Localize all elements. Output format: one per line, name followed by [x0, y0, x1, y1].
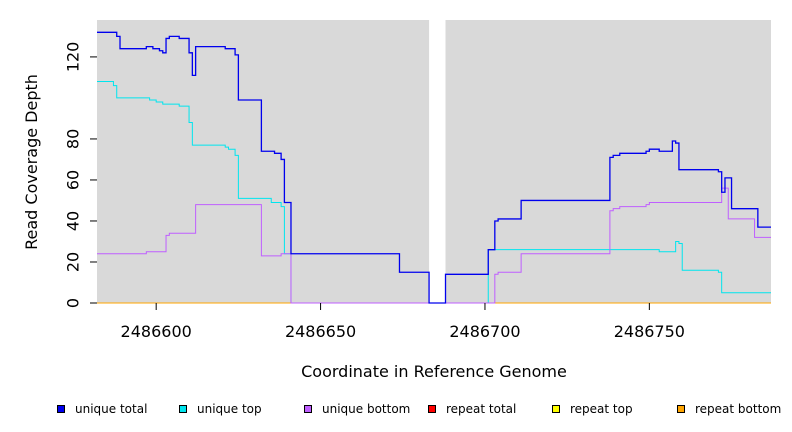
- y-axis: 0 20 40 60 80 120: [64, 42, 97, 308]
- legend-label: unique total: [75, 402, 148, 416]
- series-line-unique-total: [97, 31, 771, 304]
- legend-item-repeat-total: repeat total: [428, 398, 516, 420]
- legend-item-unique-top: unique top: [179, 398, 262, 420]
- legend-swatch: [304, 405, 312, 413]
- legend-swatch: [677, 405, 685, 413]
- legend-swatch: [179, 405, 187, 413]
- y-tick-label: 60: [64, 170, 83, 190]
- series-line-unique-top: [97, 81, 771, 304]
- x-tick-label: 2486600: [121, 322, 192, 341]
- legend-item-unique-bottom: unique bottom: [304, 398, 410, 420]
- legend-label: repeat top: [570, 402, 633, 416]
- series-line-unique-bottom: [97, 187, 771, 304]
- legend: unique total unique top unique bottom repea…: [0, 398, 792, 420]
- legend-swatch: [552, 405, 560, 413]
- legend-swatch: [428, 405, 436, 413]
- x-tick-label: 2486700: [449, 322, 520, 341]
- y-tick-label: 80: [64, 129, 83, 149]
- legend-item-repeat-bottom: repeat bottom: [677, 398, 781, 420]
- legend-swatch: [57, 405, 65, 413]
- y-axis-label: Read Coverage Depth: [22, 74, 41, 250]
- legend-label: repeat total: [446, 402, 517, 416]
- y-tick-label: 40: [64, 211, 83, 231]
- legend-item-repeat-top: repeat top: [552, 398, 633, 420]
- series-layer: [97, 31, 771, 304]
- gap-region: [429, 20, 446, 303]
- legend-label: unique bottom: [322, 402, 411, 416]
- legend-item-unique-total: unique total: [57, 398, 147, 420]
- x-axis: 2486600 2486650 2486700 2486750: [121, 303, 685, 341]
- legend-label: unique top: [197, 402, 262, 416]
- y-tick-label: 20: [64, 252, 83, 272]
- y-tick-label: 120: [64, 42, 83, 73]
- legend-label: repeat bottom: [695, 402, 782, 416]
- x-tick-label: 2486650: [285, 322, 356, 341]
- x-tick-label: 2486750: [614, 322, 685, 341]
- y-tick-label: 0: [64, 298, 83, 308]
- x-axis-label: Coordinate in Reference Genome: [301, 362, 567, 381]
